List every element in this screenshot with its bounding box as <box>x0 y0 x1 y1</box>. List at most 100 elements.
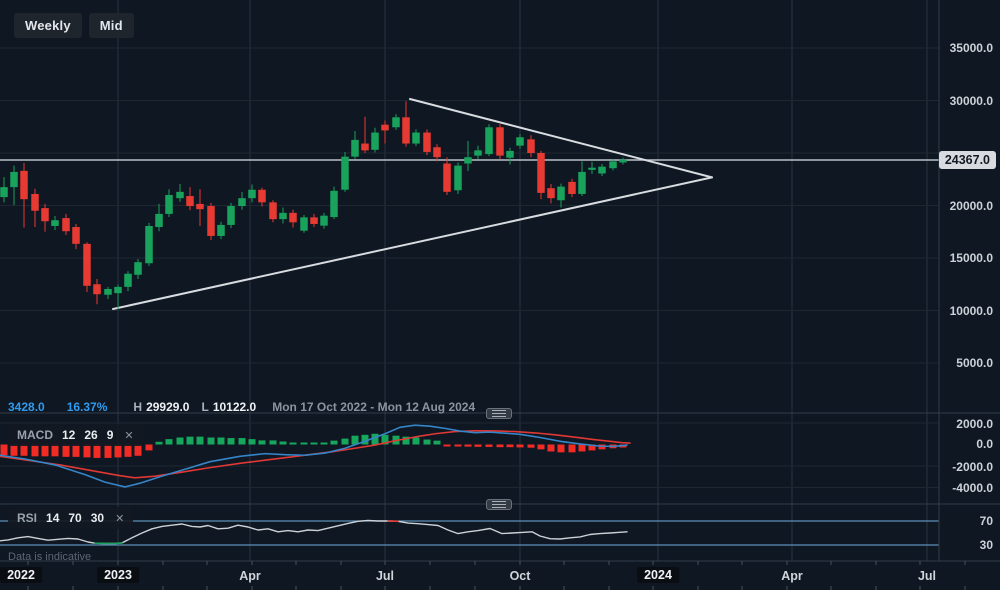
rsi-legend: RSI 14 70 30 ✕ <box>8 507 134 529</box>
rsi-panel-resize-handle[interactable] <box>486 499 512 510</box>
candle-body <box>165 195 173 214</box>
price-axis-label: 20000.0 <box>949 198 993 213</box>
candle-body <box>506 150 514 158</box>
time-axis-label: 2022 <box>0 567 42 583</box>
macd-line <box>0 424 628 488</box>
macd-param-signal: 9 <box>106 428 114 442</box>
candle-body <box>568 181 576 194</box>
macd-histogram-bar <box>485 444 493 447</box>
macd-histogram-bar <box>227 438 235 445</box>
macd-histogram-bar <box>506 444 514 448</box>
candle-body <box>134 262 142 275</box>
rsi-axis-label: 70 <box>979 514 993 528</box>
macd-panel-resize-handle[interactable] <box>486 408 512 419</box>
trendline[interactable] <box>409 98 713 179</box>
macd-histogram-bar <box>20 444 28 456</box>
period-low: L 10122.0 <box>201 400 257 414</box>
macd-histogram-bar <box>588 444 596 451</box>
macd-histogram-bar <box>93 444 101 458</box>
candle-body <box>361 143 369 151</box>
macd-histogram-bar <box>516 444 524 448</box>
candle-body <box>464 157 472 164</box>
macd-histogram-bar <box>330 440 338 445</box>
candle-body <box>527 139 535 153</box>
macd-histogram-bar <box>51 444 59 457</box>
macd-histogram-bar <box>433 440 441 445</box>
candle-body <box>300 217 308 231</box>
macd-histogram-bar <box>568 444 576 453</box>
candle-body <box>289 212 297 223</box>
time-axis-label: 2024 <box>637 567 679 583</box>
candle-body <box>320 215 328 226</box>
macd-title: MACD <box>17 428 53 442</box>
price-axis-label: 10000.0 <box>949 303 993 318</box>
macd-histogram-bar <box>537 444 545 450</box>
candle-body <box>248 189 256 199</box>
macd-histogram-bar <box>557 444 565 453</box>
macd-histogram-bar <box>207 437 215 445</box>
candle-body <box>227 206 235 225</box>
macd-histogram-bar <box>279 441 287 445</box>
rsi-close-icon[interactable]: ✕ <box>115 512 125 525</box>
timeframe-button[interactable]: Weekly <box>14 13 82 38</box>
candle-body <box>496 127 504 156</box>
change-value: 3428.0 <box>8 400 45 414</box>
macd-histogram-bar <box>402 436 410 445</box>
candle-body <box>609 161 617 169</box>
price-source-button[interactable]: Mid <box>88 13 134 38</box>
rsi-title: RSI <box>17 511 38 525</box>
candle-body <box>145 225 153 264</box>
candle-body <box>114 286 122 294</box>
macd-histogram-bar <box>196 436 204 445</box>
candle-body <box>341 156 349 190</box>
trendline[interactable] <box>112 176 713 311</box>
macd-histogram-bar <box>145 444 153 451</box>
macd-histogram-bar <box>496 444 504 448</box>
time-axis-label: Apr <box>781 569 803 583</box>
candle-body <box>516 137 524 146</box>
candle-body <box>207 206 215 236</box>
candle-body <box>41 208 49 222</box>
macd-histogram-bar <box>114 444 122 458</box>
macd-axis-label: -2000.0 <box>952 460 993 474</box>
macd-histogram-bar <box>527 444 535 448</box>
candle-body <box>443 163 451 192</box>
candle-body <box>330 190 338 218</box>
macd-histogram-bar <box>104 444 112 458</box>
candle-body <box>392 117 400 128</box>
candle-body <box>588 167 596 170</box>
candle-body <box>598 166 606 174</box>
rsi-param-oversold: 30 <box>90 511 105 525</box>
macd-histogram-bar <box>341 438 349 445</box>
macd-histogram-bar <box>371 433 379 445</box>
macd-axis-label: 0.0 <box>976 437 993 451</box>
price-axis-label: 35000.0 <box>949 41 993 55</box>
rsi-param-overbought: 70 <box>68 511 82 525</box>
macd-histogram-bar <box>423 439 431 445</box>
candle-body <box>371 132 379 150</box>
candle-body <box>83 243 91 286</box>
stats-bar: 3428.0 16.37% H 29929.0 L 10122.0 Mon 17 O… <box>8 400 475 414</box>
candle-body <box>10 171 18 188</box>
change-percent: 16.37% <box>66 400 108 414</box>
macd-axis-label: 2000.0 <box>956 417 993 431</box>
date-range: Mon 17 Oct 2022 - Mon 12 Aug 2024 <box>272 400 476 414</box>
macd-histogram-bar <box>124 444 132 457</box>
macd-histogram-bar <box>31 444 39 457</box>
candle-body <box>412 132 420 144</box>
macd-histogram-bar <box>176 437 184 445</box>
candle-body <box>72 227 80 244</box>
candle-body <box>104 288 112 295</box>
time-axis-label: Jul <box>917 569 937 583</box>
candle-body <box>124 273 132 287</box>
candle-body <box>578 171 586 194</box>
macd-histogram-bar <box>41 444 49 457</box>
macd-histogram-bar <box>351 435 359 445</box>
macd-histogram-bar <box>238 438 246 445</box>
macd-histogram-bar <box>289 442 297 445</box>
candle-body <box>485 127 493 155</box>
macd-close-icon[interactable]: ✕ <box>124 429 134 442</box>
macd-histogram-bar <box>547 444 555 452</box>
candle-body <box>433 147 441 158</box>
